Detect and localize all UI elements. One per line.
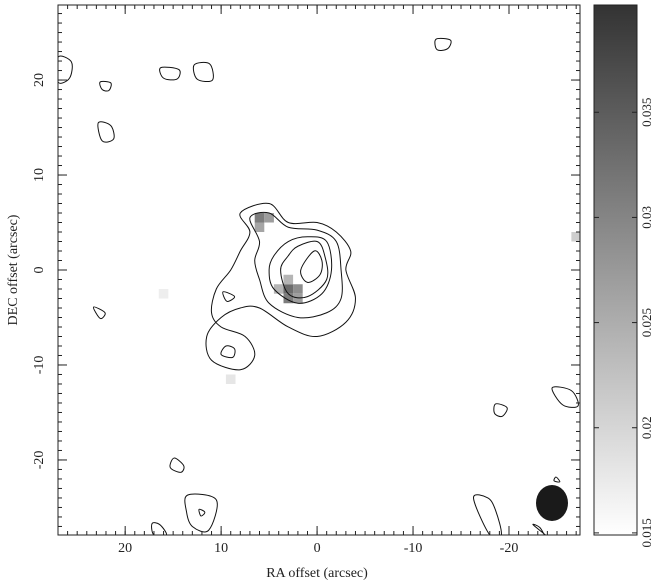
y-tick-label: 20 [32,73,47,87]
colorbar-tick-label: 0.015 [639,518,654,547]
pixel [255,213,265,222]
y-tick-label: -10 [32,356,47,375]
plot-area [56,38,581,539]
y-tick-label: 10 [32,168,47,182]
colorbar-tick-label: 0.025 [639,308,654,337]
plot-frame [58,5,580,535]
y-tick-label: -20 [32,451,47,470]
contour [160,67,181,80]
x-tick-label: -10 [404,541,423,556]
contour [100,81,112,91]
pixel [293,284,303,293]
x-tick-label: 20 [118,541,132,556]
contour [199,509,205,516]
x-tick-label: -20 [500,541,519,556]
y-tick-label: 0 [32,267,47,274]
contour [170,458,184,472]
contour [56,56,72,83]
x-tick-label: 0 [314,541,321,556]
beam [536,485,568,521]
pixel [274,284,284,293]
contour [223,292,235,302]
colorbar [594,5,637,535]
contour [533,524,546,536]
y-axis-label: DEC offset (arcsec) [6,214,21,325]
contour [221,346,235,358]
pixel [159,289,169,298]
colorbar-tick-label: 0.02 [639,416,654,439]
contour [473,495,501,539]
x-tick-label: 10 [214,541,228,556]
contour [193,62,213,81]
contour [494,404,507,417]
contour [93,307,105,319]
contour [554,477,560,482]
contour [185,494,217,532]
contour [301,251,323,283]
pixel [293,294,303,303]
contour [552,387,578,408]
colorbar-tick-label: 0.03 [639,206,654,229]
page: RA offset (arcsec) DEC offset (arcsec) 2… [0,0,658,583]
contour [435,38,451,50]
contour [98,122,114,142]
pixel [226,374,236,383]
chart: RA offset (arcsec) DEC offset (arcsec) 2… [0,0,658,583]
x-axis-label: RA offset (arcsec) [266,566,368,581]
pixel [255,223,265,232]
colorbar-tick-label: 0.035 [639,98,654,127]
pixel [283,275,293,284]
